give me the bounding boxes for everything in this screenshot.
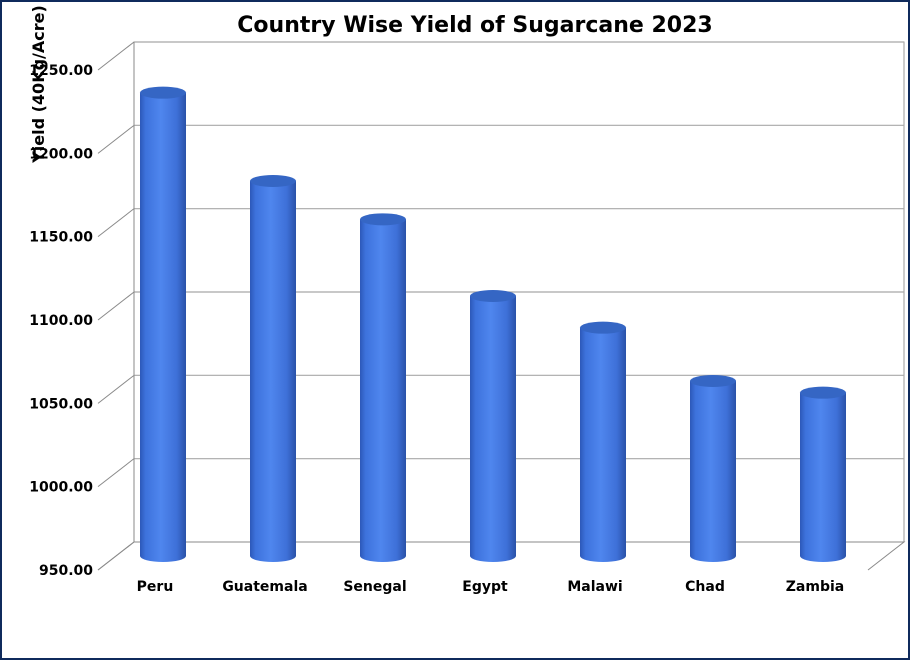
x-category-label: Peru [137,579,174,595]
bar-body [580,327,626,562]
side-wall-tick [97,124,135,154]
axes [97,41,906,571]
side-wall-tick [97,374,135,404]
chart-floor [97,541,906,571]
bar-top [470,290,516,302]
bar-chad [690,375,736,562]
y-tick-labels: 950.00 1000.00 1050.00 1100.00 1150.00 1200.0… [29,63,93,579]
bar-top [690,375,736,387]
bar-malawi [580,321,626,562]
bar-top [360,213,406,226]
y-tick-label: 1150.00 [29,230,93,246]
bar-top [140,86,186,99]
bar-peru [140,86,186,563]
bar-body [360,219,406,563]
x-category-label: Malawi [567,579,622,595]
x-category-label: Egypt [462,579,508,595]
bar-top [250,175,296,187]
side-wall-tick [97,291,135,321]
x-category-labels: Peru Guatemala Senegal Egypt Malawi Chad Zambi… [137,579,845,595]
y-tick-label: 1200.00 [29,146,93,162]
gridlines [133,41,905,543]
side-wall-tick [97,458,135,488]
bar-top [580,321,626,334]
x-category-label: Senegal [343,579,406,595]
y-tick-label: 1100.00 [29,313,93,329]
bar-body [470,296,516,562]
y-tick-label: 1050.00 [29,396,93,412]
bar-body [250,181,296,562]
x-category-label: Chad [685,579,725,595]
bar-guatemala [250,175,296,562]
chart-title: Country Wise Yield of Sugarcane 2023 [237,13,712,38]
x-category-label: Guatemala [222,579,307,595]
y-axis-label: Yield (40Kg/Acre) [29,5,48,164]
y-tick-label: 1000.00 [29,480,93,496]
y-tick-label: 950.00 [39,563,93,579]
side-wall-tick [97,41,135,71]
bar-body [690,381,736,562]
bar-zambia [800,386,846,562]
bar-egypt [470,290,516,562]
bars [140,86,846,563]
side-wall-tick [97,208,135,238]
bar-top [800,386,846,399]
bar-senegal [360,213,406,563]
bar-body [140,92,186,563]
x-category-label: Zambia [786,579,844,595]
bar-body [800,392,846,562]
y-tick-label: 1250.00 [29,63,93,79]
